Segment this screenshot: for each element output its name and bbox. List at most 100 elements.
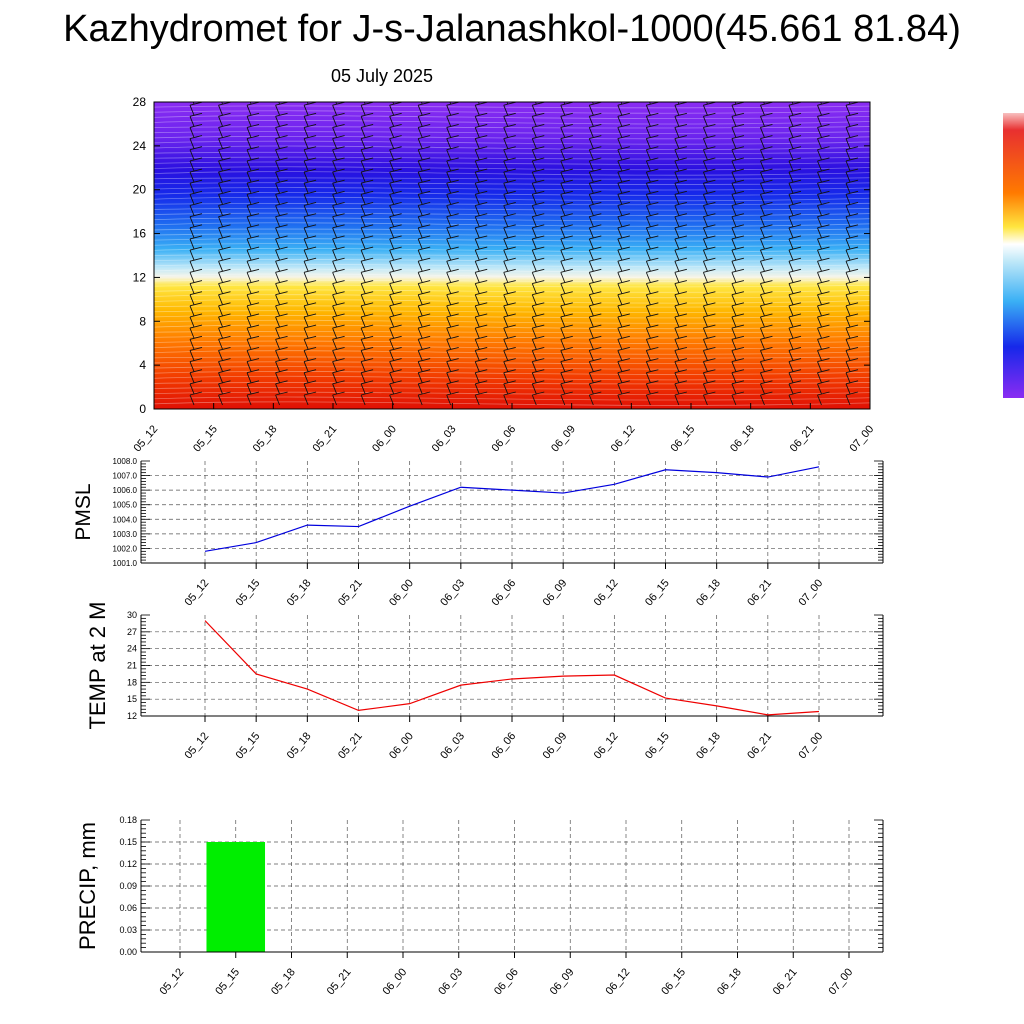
wind-barb [760,202,773,216]
wind-barb [332,135,345,149]
x-tick-label: 05_21 [336,730,365,761]
wind-barb [560,369,573,383]
wind-barb [218,291,231,305]
wind-barb [588,358,602,372]
wind-barb [303,268,317,283]
wind-barb [760,168,773,183]
y-tick-label: 24 [133,139,147,153]
wind-barb [588,280,602,294]
wind-barb [617,302,630,316]
wind-barb [788,190,802,205]
wind-barb [760,112,773,127]
heatmap-colorbar [1003,113,1024,398]
wind-barb [417,157,431,172]
wind-barb [845,268,859,283]
wind-barb [218,280,231,294]
wind-barb [417,246,431,261]
wind-barb [446,235,459,250]
x-tick-label: 05_12 [157,966,186,997]
wind-barb [702,369,716,383]
wind-barb [303,213,317,227]
wind-barb [303,190,317,205]
wind-barb [332,358,345,372]
wind-barb [788,146,802,160]
wind-barb [503,346,516,361]
y-tick-label: 12 [133,270,147,284]
wind-barb [303,369,317,383]
wind-barb [246,302,260,316]
wind-barb [332,213,345,227]
wind-barb [218,257,231,272]
wind-barb [389,268,402,283]
wind-barb [702,202,716,216]
wind-barb [503,257,516,272]
wind-barb [275,302,288,316]
contour-line [154,177,870,180]
contour-line [154,396,870,401]
y-tick-label: 0.18 [119,815,137,825]
wind-barb [674,102,687,116]
wind-barb [503,235,516,250]
wind-barb [332,369,345,383]
wind-barb [503,380,516,395]
wind-barb [303,391,317,406]
wind-barb [246,135,260,149]
contour-line [154,310,870,313]
y-tick-label: 21 [127,661,137,671]
wind-barb [702,291,716,305]
wind-barb [189,346,203,361]
wind-barb [560,358,573,372]
wind-barb [560,280,573,294]
wind-barb [275,246,288,261]
wind-barb [760,124,773,138]
wind-barb [389,235,402,250]
y-tick-label: 4 [139,358,146,372]
wind-barb [446,313,459,328]
wind-barb [731,190,745,205]
wind-barb [246,280,260,294]
wind-barb [845,202,859,216]
wind-barb [788,369,802,383]
wind-barb [560,302,573,316]
wind-barb [332,302,345,316]
wind-barb [332,102,345,116]
wind-barb [389,335,402,350]
contour-line [154,254,870,257]
wind-barb [389,102,402,116]
wind-barb [417,168,431,183]
wind-barb [531,335,545,350]
wind-barb [617,146,630,160]
wind-barb [503,213,516,227]
wind-barb [360,346,374,361]
wind-barb [360,324,374,339]
wind-barb [531,313,545,328]
wind-barb [446,335,459,350]
wind-barb [360,146,374,160]
wind-barb [474,313,488,328]
wind-barb [560,146,573,160]
wind-barb [389,179,402,194]
wind-barb [702,380,716,395]
wind-barb [674,168,687,183]
wind-barb [474,112,488,127]
wind-barb [218,268,231,283]
wind-barb [503,157,516,172]
wind-barb [560,391,573,406]
wind-barb [702,124,716,138]
wind-barb [845,324,859,339]
x-tick-label: 06_15 [643,577,672,608]
wind-barb [474,135,488,149]
wind-barb [303,291,317,305]
wind-barb [474,102,488,116]
wind-barb [788,246,802,261]
wind-barb [817,202,830,216]
wind-barb [560,157,573,172]
wind-barb [303,146,317,160]
wind-barb [360,190,374,205]
wind-barb [817,112,830,127]
wind-barb [760,291,773,305]
wind-barb [731,213,745,227]
wind-barb [617,257,630,272]
wind-barb [588,391,602,406]
wind-barb [674,380,687,395]
